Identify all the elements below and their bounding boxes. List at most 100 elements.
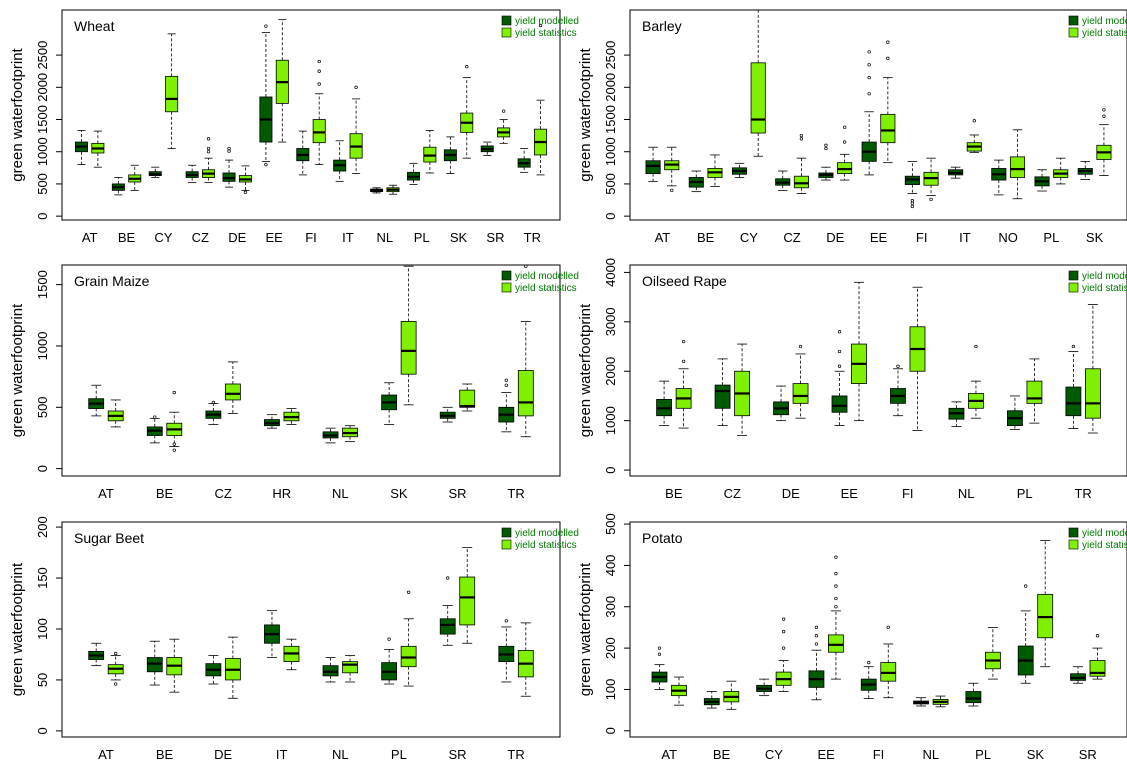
- x-tick-label: NL: [332, 747, 349, 762]
- outlier-point: [243, 190, 248, 194]
- box-statistics: [837, 125, 853, 181]
- box-iqr: [224, 383, 241, 401]
- plot-frame: [629, 9, 1127, 221]
- y-axis-label: green waterfootprint: [9, 303, 26, 437]
- box-modelled: [498, 378, 515, 433]
- outlier-point: [834, 605, 838, 609]
- legend-label-modelled: yield modelled: [515, 528, 579, 539]
- y-tick-label: 2500: [603, 41, 618, 70]
- y-tick-label: 1500: [35, 270, 50, 299]
- outlier-point: [886, 56, 890, 60]
- box-modelled: [381, 637, 398, 685]
- outlier-point: [781, 617, 786, 621]
- box-statistics: [880, 40, 896, 164]
- box-modelled: [775, 170, 791, 191]
- box-statistics: [166, 638, 183, 693]
- box-modelled: [773, 385, 789, 422]
- y-tick-label: 200: [35, 516, 50, 538]
- box-statistics: [107, 651, 124, 686]
- y-tick-label: 0: [603, 213, 618, 220]
- legend-label-modelled: yield modelled: [1082, 271, 1127, 282]
- x-tick-label: CY: [154, 230, 172, 245]
- legend-label-modelled: yield modelled: [515, 16, 579, 27]
- x-tick-label: BE: [697, 230, 715, 245]
- x-tick-label: SR: [448, 486, 466, 501]
- legend-label-statistics: yield statistics: [515, 540, 577, 551]
- y-tick-label: 150: [35, 567, 50, 589]
- box-statistics: [459, 383, 476, 412]
- outlier-point: [504, 378, 508, 382]
- outlier-point: [406, 590, 411, 594]
- outlier-point: [1024, 584, 1028, 588]
- outlier-point: [211, 400, 216, 405]
- x-tick-label: NL: [332, 486, 349, 501]
- x-tick-label: SK: [390, 486, 408, 501]
- box-iqr: [312, 119, 326, 144]
- x-tick-label: BE: [118, 230, 136, 245]
- box-iqr: [645, 160, 661, 175]
- x-tick-label: EE: [870, 230, 888, 245]
- box-statistics: [423, 130, 437, 174]
- box-statistics: [224, 636, 241, 699]
- box-statistics: [107, 399, 124, 428]
- box-statistics: [1026, 358, 1043, 424]
- outlier-point: [834, 596, 838, 601]
- box-statistics: [459, 547, 476, 644]
- x-tick-label: AT: [655, 230, 671, 245]
- box-statistics: [671, 676, 687, 706]
- box-modelled: [333, 140, 347, 182]
- box-modelled: [731, 162, 748, 178]
- y-axis-label: green waterfootprint: [577, 562, 594, 696]
- outlier-point: [867, 660, 871, 665]
- outlier-point: [834, 555, 838, 559]
- y-tick-label: 1500: [603, 105, 618, 134]
- outlier-point: [929, 197, 933, 202]
- legend-swatch-modelled: [501, 527, 512, 538]
- y-tick-label: 100: [603, 679, 618, 701]
- box-statistics: [342, 425, 358, 443]
- box-modelled: [296, 130, 310, 176]
- outlier-point: [834, 584, 838, 588]
- x-tick-label: NL: [923, 747, 940, 762]
- box-statistics: [166, 390, 183, 452]
- outlier-point: [114, 682, 118, 686]
- outlier-point: [867, 63, 871, 67]
- outlier-point: [824, 143, 828, 147]
- y-axis-label: green waterfootprint: [577, 47, 594, 181]
- y-tick-label: 1500: [35, 105, 50, 134]
- y-tick-label: 0: [35, 465, 50, 472]
- legend-swatch-statistics: [1068, 539, 1079, 550]
- x-tick-label: CY: [740, 230, 758, 245]
- y-tick-label: 0: [603, 466, 618, 473]
- legend-swatch-modelled: [1068, 15, 1079, 26]
- x-tick-label: TR: [1074, 486, 1091, 501]
- box-modelled: [443, 136, 457, 175]
- box-iqr: [517, 370, 534, 417]
- x-tick-label: SR: [1079, 747, 1097, 762]
- x-tick-label: CZ: [724, 486, 741, 501]
- box-statistics: [283, 408, 300, 425]
- outlier-point: [867, 75, 871, 80]
- box-statistics: [165, 33, 179, 149]
- x-tick-label: AT: [661, 747, 677, 762]
- box-modelled: [111, 177, 125, 196]
- outlier-point: [206, 137, 211, 141]
- box-modelled: [222, 146, 236, 188]
- box-statistics: [238, 165, 252, 194]
- outlier-point: [681, 339, 686, 344]
- box-modelled: [1065, 344, 1082, 429]
- box-modelled: [808, 625, 825, 701]
- outlier-point: [206, 146, 211, 151]
- outlier-point: [387, 637, 391, 641]
- chart-panel-4: 0 50 100 150 200 green waterfootprint Sugar Be…: [9, 516, 579, 762]
- box-modelled: [517, 148, 531, 173]
- outlier-point: [837, 364, 842, 368]
- box-iqr: [1009, 156, 1026, 178]
- x-tick-label: PL: [1043, 230, 1059, 245]
- box-statistics: [400, 265, 417, 406]
- box-modelled: [904, 160, 920, 209]
- x-tick-label: BE: [713, 747, 731, 762]
- box-modelled: [948, 401, 965, 427]
- x-tick-label: SK: [1086, 230, 1104, 245]
- box-iqr: [965, 691, 982, 704]
